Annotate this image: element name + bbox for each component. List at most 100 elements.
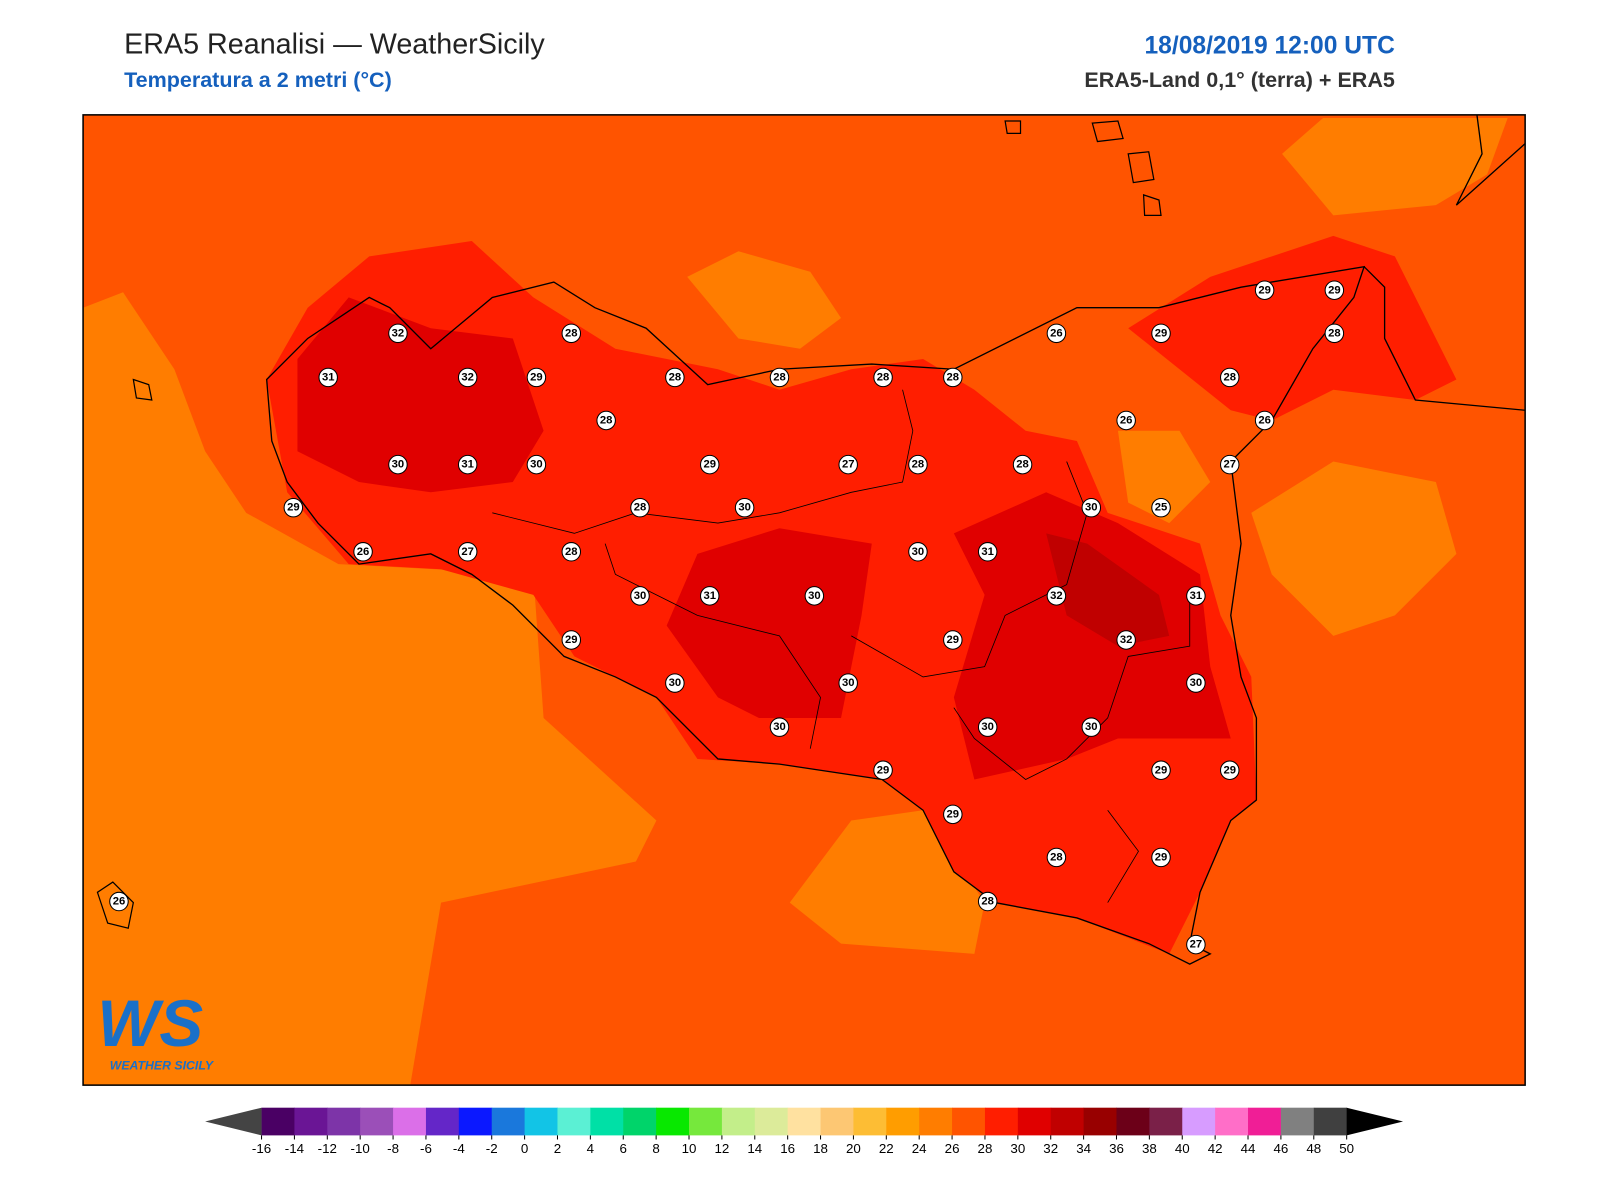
colorbar-tick-label: 12 bbox=[714, 1141, 729, 1156]
station-value: 31 bbox=[981, 546, 994, 558]
coastline bbox=[1363, 114, 1526, 411]
station-marker bbox=[1219, 367, 1240, 388]
station-marker bbox=[457, 454, 478, 475]
station: 26 bbox=[109, 891, 129, 912]
colorbar-segment bbox=[1149, 1107, 1183, 1136]
station-value: 30 bbox=[1190, 677, 1203, 689]
station: 28 bbox=[977, 891, 998, 912]
colorbar-segment bbox=[1083, 1107, 1118, 1136]
map: WS WEATHER SICILY 32 28 31 32 29 28 28 28 28 26 29… bbox=[83, 114, 1526, 1086]
station-marker bbox=[1151, 497, 1171, 518]
colorbar-tick-label: 38 bbox=[1142, 1141, 1157, 1156]
station: 30 bbox=[1081, 497, 1102, 518]
station-value: 28 bbox=[1050, 851, 1063, 863]
station-marker bbox=[1081, 717, 1102, 737]
station-marker bbox=[388, 454, 408, 475]
station-value: 28 bbox=[565, 327, 578, 339]
field-warm bbox=[687, 251, 842, 349]
colorbar-segment bbox=[820, 1107, 854, 1136]
colorbar-tick-label: 34 bbox=[1076, 1141, 1091, 1156]
station: 30 bbox=[908, 542, 928, 562]
station-marker bbox=[769, 717, 790, 737]
colorbar-segment bbox=[1182, 1107, 1216, 1136]
coastline bbox=[265, 265, 1366, 965]
station-marker bbox=[457, 542, 478, 562]
station-marker bbox=[630, 497, 650, 518]
station-marker bbox=[1012, 454, 1033, 475]
station-value: 28 bbox=[1016, 459, 1029, 471]
station: 32 bbox=[1046, 586, 1067, 606]
station: 30 bbox=[838, 673, 858, 693]
colorbar: -16 -14 -12 -10 -8 -6 -4 -2 0 2 4 6 8 10 12 14 16 18 20 22 2… bbox=[205, 1107, 1404, 1156]
colorbar-segment bbox=[393, 1107, 427, 1136]
colorbar-tick-label: -16 bbox=[252, 1141, 271, 1156]
station-value: 28 bbox=[634, 502, 647, 514]
station-value: 30 bbox=[1085, 502, 1098, 514]
station-value: 32 bbox=[1050, 590, 1063, 602]
station-marker bbox=[1186, 934, 1206, 955]
station: 28 bbox=[561, 323, 582, 344]
station-marker bbox=[769, 367, 790, 388]
colorbar-tick-label: -14 bbox=[285, 1141, 305, 1156]
station-marker bbox=[943, 367, 963, 388]
station: 32 bbox=[388, 323, 408, 344]
colorbar-segment bbox=[919, 1107, 953, 1136]
station: 29 bbox=[283, 497, 304, 518]
field-hotter bbox=[953, 492, 1231, 780]
station-value: 26 bbox=[1258, 415, 1271, 427]
station: 30 bbox=[1186, 673, 1206, 693]
station: 27 bbox=[838, 454, 858, 475]
logo-mark: WS bbox=[97, 987, 203, 1060]
station: 27 bbox=[1186, 934, 1206, 955]
logo-text: WEATHER SICILY bbox=[110, 1059, 215, 1073]
station: 28 bbox=[596, 410, 616, 431]
colorbar-tick-label: 16 bbox=[780, 1141, 795, 1156]
station-value: 31 bbox=[703, 590, 716, 602]
station-value: 30 bbox=[842, 677, 855, 689]
colorbar-tick-label: 32 bbox=[1043, 1141, 1058, 1156]
colorbar-tick-label: -12 bbox=[318, 1141, 337, 1156]
station: 26 bbox=[1046, 323, 1067, 344]
station-value: 25 bbox=[1155, 502, 1168, 514]
colorbar-tick-label: 48 bbox=[1306, 1141, 1321, 1156]
station-marker bbox=[873, 760, 893, 780]
station-marker bbox=[596, 410, 616, 431]
station: 28 bbox=[665, 367, 685, 388]
colorbar-under bbox=[205, 1107, 262, 1136]
station-marker bbox=[943, 630, 963, 650]
station-marker bbox=[943, 804, 963, 825]
station-value: 26 bbox=[1050, 327, 1063, 339]
station: 27 bbox=[457, 542, 478, 562]
station: 32 bbox=[1116, 630, 1136, 650]
station: 30 bbox=[1081, 717, 1102, 737]
station-value: 29 bbox=[1328, 284, 1341, 296]
station-marker bbox=[1116, 410, 1136, 431]
station-value: 28 bbox=[565, 546, 578, 558]
colorbar-segment bbox=[952, 1107, 986, 1136]
station-value: 29 bbox=[530, 371, 543, 383]
station-marker bbox=[353, 542, 373, 562]
colorbar-tick-label: 50 bbox=[1339, 1141, 1354, 1156]
station-value: 31 bbox=[461, 459, 474, 471]
colorbar-segment bbox=[623, 1107, 657, 1136]
station-value: 26 bbox=[1120, 415, 1133, 427]
colorbar-segment bbox=[425, 1107, 460, 1136]
station: 29 bbox=[700, 454, 720, 475]
colorbar-segment bbox=[1116, 1107, 1150, 1136]
colorbar-tick-label: -8 bbox=[387, 1141, 399, 1156]
station-value: 28 bbox=[981, 896, 994, 908]
station-marker bbox=[700, 586, 720, 606]
station-marker bbox=[977, 891, 998, 912]
station-marker bbox=[318, 367, 338, 388]
colorbar-segment bbox=[689, 1107, 723, 1136]
colorbar-tick-label: 2 bbox=[554, 1141, 561, 1156]
colorbar-tick-label: 4 bbox=[587, 1141, 595, 1156]
station-marker bbox=[561, 542, 582, 562]
station-value: 29 bbox=[877, 764, 890, 776]
colorbar-tick-label: 6 bbox=[620, 1141, 627, 1156]
station-marker bbox=[457, 367, 478, 388]
colorbar-segment bbox=[754, 1107, 789, 1136]
title: ERA5 Reanalisi — WeatherSicily bbox=[124, 28, 545, 60]
station-value: 30 bbox=[738, 502, 751, 514]
station-marker bbox=[526, 454, 547, 475]
